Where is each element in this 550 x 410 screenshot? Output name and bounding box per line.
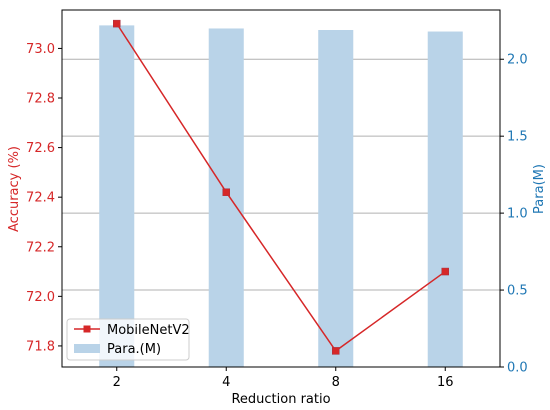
point-2 — [113, 19, 121, 28]
legend-line-marker — [83, 325, 91, 333]
left-tick-label-4: 72.6 — [26, 141, 55, 156]
plot-frame — [61, 9, 501, 368]
point-4 — [222, 188, 230, 196]
legend-label-mobilenetv2: MobileNetV2 — [107, 323, 190, 338]
bar-4 — [208, 28, 244, 368]
left-tick-label-3: 72.4 — [26, 191, 55, 206]
point-8 — [332, 347, 340, 355]
right-tick-label-1: 0.5 — [507, 284, 528, 299]
x-axis-title: Reduction ratio — [231, 392, 330, 407]
left-tick-label-0: 71.8 — [26, 339, 55, 354]
left-tick-label-2: 72.2 — [26, 240, 55, 255]
right-tick-label-3: 1.5 — [507, 130, 528, 145]
right-y-axis-title: Para(M) — [532, 164, 547, 214]
right-tick-label-4: 2.0 — [507, 53, 528, 68]
left-tick-label-6: 73.0 — [26, 42, 55, 57]
bar-16 — [427, 31, 463, 368]
legend-label-para: Para.(M) — [107, 342, 161, 357]
left-y-axis-title: Accuracy (%) — [7, 146, 22, 232]
point-16 — [441, 267, 449, 276]
x-tick-label-4: 4 — [222, 375, 230, 390]
x-tick-label-8: 8 — [332, 375, 340, 390]
right-tick-label-2: 1.0 — [507, 207, 528, 222]
x-tick-label-16: 16 — [437, 375, 454, 390]
line-series-layer — [113, 19, 449, 355]
legend-bar-swatch — [74, 344, 100, 353]
bar-8 — [318, 30, 354, 368]
axes: 71.8 72.0 72.2 72.4 72.6 72.8 73.0 0.0 0.5 1.0 1.5… — [26, 9, 528, 390]
gridlines — [62, 58, 500, 291]
bar-series-layer — [99, 25, 463, 368]
bar-2 — [99, 25, 135, 367]
left-tick-label-5: 72.8 — [26, 92, 55, 107]
right-tick-label-0: 0.0 — [507, 361, 528, 376]
line-mobilenetv2 — [116, 23, 446, 352]
x-tick-label-2: 2 — [113, 375, 121, 390]
left-tick-label-1: 72.0 — [26, 290, 55, 305]
legend: MobileNetV2 Para.(M) — [66, 318, 190, 361]
